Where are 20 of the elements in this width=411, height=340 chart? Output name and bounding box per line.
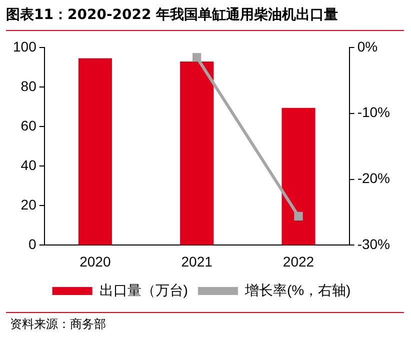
legend-label: 出口量（万台) xyxy=(99,282,188,298)
y-tick-label: 0 xyxy=(28,236,37,252)
y-tick-label: 20 xyxy=(20,196,37,212)
y2-tick-label: -20% xyxy=(357,170,390,186)
legend-label: 增长率(%，右轴) xyxy=(244,282,351,298)
text: 资料来源：商务部 xyxy=(10,316,106,333)
y-tick-label: 60 xyxy=(20,117,37,134)
y2-tick-label: -10% xyxy=(357,104,390,120)
y2-tick-label: -30% xyxy=(357,236,390,252)
x-tick-label: 2022 xyxy=(282,253,314,270)
bar xyxy=(282,108,316,245)
chart-title: 图表11：2020-2022 年我国单缸通用柴油机出口量 xyxy=(6,6,338,24)
x-tick-label: 2020 xyxy=(80,253,111,270)
y-tick-label: 80 xyxy=(20,78,37,94)
y-tick-label: 40 xyxy=(20,156,37,173)
y-tick-label: 100 xyxy=(13,38,37,54)
y2-tick-label: 0% xyxy=(357,38,378,54)
x-tick-label: 2021 xyxy=(181,253,213,270)
bar xyxy=(180,61,214,245)
bar xyxy=(78,58,112,245)
